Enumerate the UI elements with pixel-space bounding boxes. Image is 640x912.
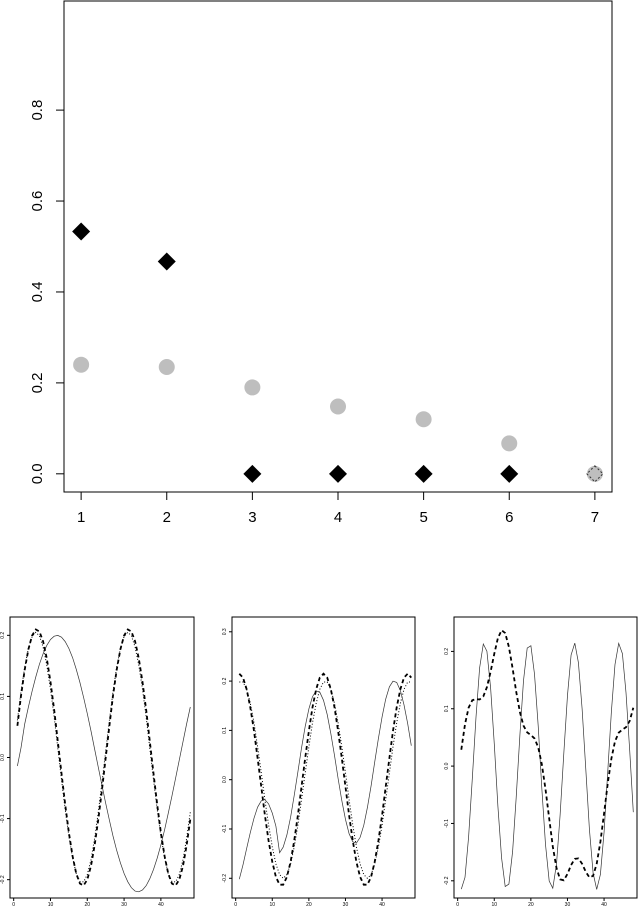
line-panel-2: 0 10 20 30 40 -0.2 -0.1 0.0 0.1 0.2 0.3 bbox=[222, 616, 416, 908]
point-circle bbox=[415, 411, 432, 428]
series-line-solid bbox=[17, 635, 191, 893]
y-tick-label: 0.0 bbox=[29, 463, 46, 484]
x-tick-label: 20 bbox=[84, 902, 90, 908]
point-diamond bbox=[243, 464, 262, 483]
x-tick-label: 4 bbox=[334, 509, 342, 526]
series-line-dashed bbox=[238, 672, 412, 886]
point-circle bbox=[158, 358, 175, 375]
x-tick-label: 10 bbox=[48, 902, 54, 908]
y-tick-label: 0.8 bbox=[29, 100, 46, 121]
panel-frame bbox=[231, 616, 416, 899]
x-tick-label: 0 bbox=[12, 902, 15, 908]
point-diamond bbox=[414, 464, 433, 483]
point-diamond bbox=[157, 252, 176, 271]
y-tick-label: 0.2 bbox=[222, 677, 228, 684]
point-circle bbox=[73, 356, 90, 373]
x-tick-label: 5 bbox=[419, 509, 427, 526]
point-diamond bbox=[586, 465, 604, 483]
x-tick-label: 30 bbox=[121, 902, 127, 908]
point-diamond bbox=[500, 464, 519, 483]
x-tick-label: 30 bbox=[565, 902, 571, 908]
x-tick-label: 1 bbox=[77, 509, 85, 526]
x-tick-label: 2 bbox=[163, 509, 171, 526]
y-tick-label: -0.1 bbox=[444, 819, 450, 828]
x-tick-label: 10 bbox=[269, 902, 275, 908]
series-line-solid bbox=[460, 641, 634, 890]
x-tick-label: 3 bbox=[248, 509, 256, 526]
series-line-dotted bbox=[239, 681, 412, 880]
y-tick-label: 0.4 bbox=[29, 282, 46, 303]
x-tick-label: 40 bbox=[601, 902, 607, 908]
x-tick-label: 40 bbox=[379, 902, 385, 908]
x-tick-label: 10 bbox=[491, 902, 497, 908]
y-tick-label: -0.2 bbox=[444, 876, 450, 885]
x-tick-label: 40 bbox=[158, 902, 164, 908]
point-circle bbox=[501, 435, 518, 452]
y-tick-label: 0.0 bbox=[444, 762, 450, 769]
panel-frame bbox=[9, 616, 195, 899]
scatter-chart: 1 2 3 4 5 6 7 0.0 0.2 0.4 0.6 0.8 bbox=[29, 0, 613, 526]
y-tick-label: 0.2 bbox=[29, 372, 46, 393]
x-tick-label: 30 bbox=[343, 902, 349, 908]
y-tick-label: -0.1 bbox=[0, 814, 6, 823]
series-line-solid bbox=[238, 680, 412, 880]
y-tick-label: 0.2 bbox=[444, 648, 450, 655]
y-tick-label: 0.0 bbox=[0, 754, 6, 761]
y-tick-label: -0.2 bbox=[0, 875, 6, 884]
line-panel-1: 0 10 20 30 40 -0.2 -0.1 0.0 0.1 0.2 bbox=[0, 616, 195, 908]
point-circle bbox=[586, 465, 603, 482]
y-tick-label: 0.6 bbox=[29, 191, 46, 212]
series-line-dashed bbox=[460, 628, 635, 882]
line-panel-3: 0 10 20 30 40 -0.2 -0.1 0.0 0.1 0.2 bbox=[444, 616, 638, 908]
y-tick-label: 0.3 bbox=[222, 628, 228, 635]
x-tick-label: 0 bbox=[234, 902, 237, 908]
y-tick-label: 0.1 bbox=[0, 693, 6, 700]
point-circle bbox=[244, 379, 261, 396]
y-tick-label: 0.1 bbox=[222, 727, 228, 734]
y-tick-label: 0.0 bbox=[222, 776, 228, 783]
x-tick-label: 6 bbox=[505, 509, 513, 526]
y-tick-label: 0.1 bbox=[444, 705, 450, 712]
y-tick-label: -0.1 bbox=[222, 824, 228, 833]
series-line-dotted bbox=[16, 631, 191, 883]
plot-frame bbox=[63, 0, 613, 493]
point-circle bbox=[330, 398, 346, 415]
x-tick-label: 20 bbox=[528, 902, 534, 908]
series-line-dashed bbox=[16, 628, 192, 887]
y-tick-label: 0.2 bbox=[0, 632, 6, 639]
point-diamond bbox=[329, 464, 347, 483]
x-tick-label: 7 bbox=[591, 509, 599, 526]
point-diamond bbox=[72, 222, 91, 241]
panel-frame bbox=[453, 616, 638, 899]
x-tick-label: 0 bbox=[456, 902, 459, 908]
y-tick-label: -0.2 bbox=[222, 874, 228, 883]
x-tick-label: 20 bbox=[306, 902, 312, 908]
